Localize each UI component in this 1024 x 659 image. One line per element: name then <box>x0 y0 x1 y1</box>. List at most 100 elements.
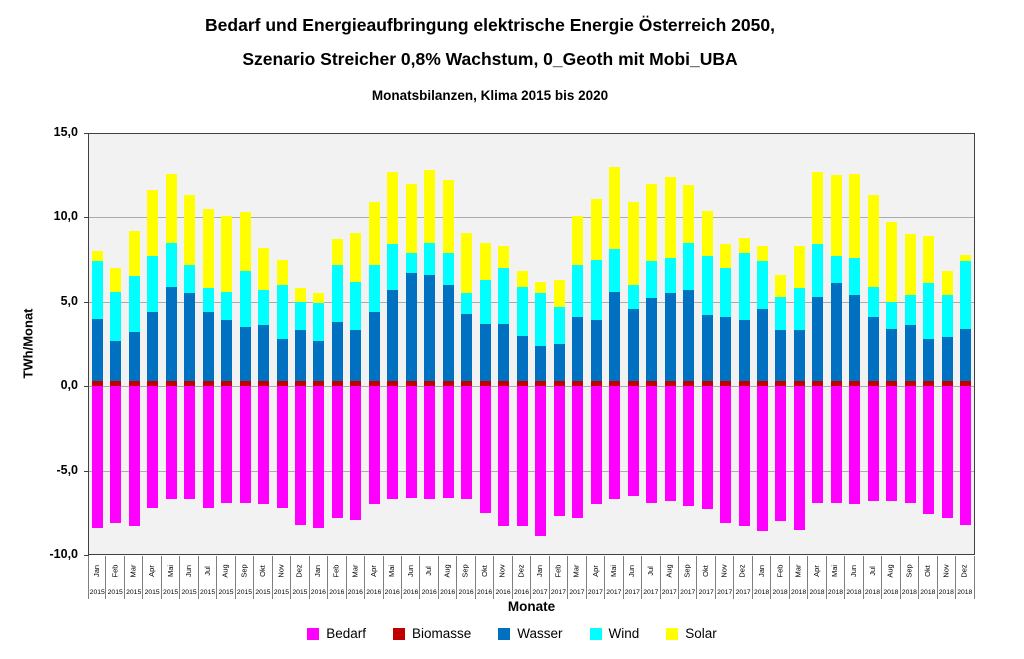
month-label: Jul <box>645 566 655 576</box>
bar-segment-wind <box>904 295 916 326</box>
bar-segment-wasser <box>941 337 953 382</box>
bar-segment-biomasse <box>812 381 824 387</box>
month-label-cell: Sep <box>679 556 698 586</box>
month-label-cell: Apr <box>587 556 606 586</box>
year-label-cell: 2018 <box>938 586 957 599</box>
month-label-cell: Mar <box>790 556 809 586</box>
month-label: Jun <box>184 564 194 578</box>
bar-segment-solar <box>276 259 288 285</box>
month-label-cell: Aug <box>217 556 236 586</box>
year-label-cell: 2015 <box>162 586 181 599</box>
gridline <box>88 301 975 303</box>
year-label-cell: 2018 <box>956 586 975 599</box>
bar-segment-solar <box>313 293 325 304</box>
year-label-cell: 2015 <box>254 586 273 599</box>
month-label-cell: Feb <box>550 556 569 586</box>
bar-segment-bedarf <box>461 386 473 500</box>
month-label-cell: Mar <box>568 556 587 586</box>
bar-segment-solar <box>886 222 898 302</box>
month-label: Mar <box>571 564 581 578</box>
bar-segment-wind <box>387 244 399 290</box>
month-label: Feb <box>110 564 120 578</box>
month-label-cell: Jun <box>180 556 199 586</box>
bar-segment-biomasse <box>960 381 972 387</box>
bar-segment-biomasse <box>775 381 787 387</box>
bar-segment-solar <box>738 237 750 253</box>
bar-segment-solar <box>239 212 251 272</box>
year-label: 2017 <box>717 589 733 596</box>
chart-title-line2: Szenario Streicher 0,8% Wachstum, 0_Geot… <box>242 49 738 69</box>
year-label-cell: 2016 <box>439 586 458 599</box>
bar-segment-bedarf <box>258 386 270 505</box>
bar-segment-wind <box>165 242 177 287</box>
bar-segment-wind <box>147 256 159 312</box>
month-label-cell: Okt <box>919 556 938 586</box>
month-label-cell: Sep <box>236 556 255 586</box>
bar-segment-wind <box>239 271 251 328</box>
year-label: 2016 <box>310 589 326 596</box>
year-label: 2018 <box>957 589 973 596</box>
bar-segment-solar <box>867 195 879 287</box>
month-label-cell: Dez <box>956 556 975 586</box>
bar-segment-biomasse <box>830 381 842 387</box>
year-label-cell: 2015 <box>143 586 162 599</box>
bar-segment-wasser <box>830 283 842 382</box>
month-label: Aug <box>221 564 231 578</box>
month-label-cell: Dez <box>291 556 310 586</box>
month-label: Jul <box>867 566 877 576</box>
month-label: Aug <box>885 564 895 578</box>
month-label-cell: Mai <box>827 556 846 586</box>
month-label-cell: Jun <box>624 556 643 586</box>
month-label: Okt <box>701 565 711 577</box>
bar-segment-solar <box>646 183 658 262</box>
year-label-cell: 2018 <box>882 586 901 599</box>
legend-swatch-biomasse <box>392 627 405 640</box>
year-label: 2017 <box>680 589 696 596</box>
bar-segment-biomasse <box>368 381 380 387</box>
bar-segment-wasser <box>683 289 695 382</box>
bar-segment-solar <box>609 166 621 250</box>
month-label-cell: Jan <box>88 556 107 586</box>
bar-segment-wasser <box>756 308 768 382</box>
bar-segment-biomasse <box>535 381 547 387</box>
bar-segment-wasser <box>368 311 380 382</box>
bar-segment-bedarf <box>535 386 547 537</box>
bar-segment-wind <box>424 242 436 275</box>
y-tick-mark <box>84 470 89 472</box>
bar-segment-biomasse <box>221 381 233 387</box>
bar-segment-biomasse <box>590 381 602 387</box>
month-label: Okt <box>922 565 932 577</box>
year-label: 2018 <box>846 589 862 596</box>
bar-segment-bedarf <box>775 386 787 522</box>
month-label: Apr <box>812 565 822 577</box>
gridline <box>88 386 975 388</box>
bar-segment-wasser <box>258 325 270 382</box>
bar-segment-biomasse <box>405 381 417 387</box>
legend-label: Biomasse <box>411 626 472 641</box>
bar-segment-biomasse <box>609 381 621 387</box>
month-label: Jul <box>202 566 212 576</box>
month-label: Jan <box>92 564 102 578</box>
year-label-cell: 2015 <box>273 586 292 599</box>
bar-segment-biomasse <box>110 381 122 387</box>
bar-segment-wasser <box>572 316 584 382</box>
month-label: Apr <box>368 565 378 577</box>
y-tick-mark <box>84 217 89 219</box>
month-label-cell: Nov <box>494 556 513 586</box>
bar-segment-biomasse <box>498 381 510 387</box>
bar-segment-wasser <box>147 311 159 382</box>
month-label: Okt <box>479 565 489 577</box>
year-label: 2017 <box>735 589 751 596</box>
bar-segment-wasser <box>276 338 288 382</box>
bar-segment-wasser <box>350 330 362 382</box>
month-label-cell: Jul <box>864 556 883 586</box>
bar-segment-bedarf <box>590 386 602 505</box>
bar-segment-wasser <box>442 284 454 382</box>
month-label-cell: Feb <box>106 556 125 586</box>
month-label-cell: Mai <box>605 556 624 586</box>
bar-segment-wasser <box>646 298 658 382</box>
bar-segment-wind <box>535 293 547 346</box>
bar-segment-solar <box>923 235 935 284</box>
legend-label: Bedarf <box>326 626 366 641</box>
bar-segment-wind <box>479 279 491 324</box>
